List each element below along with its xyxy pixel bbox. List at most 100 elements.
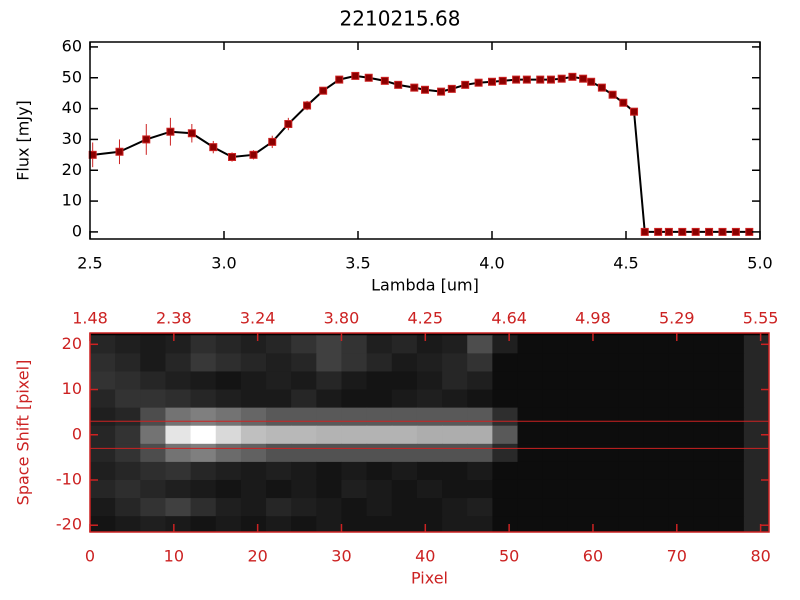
heatmap-cell <box>492 461 519 481</box>
marker <box>284 120 293 129</box>
marker <box>536 75 545 84</box>
heatmap-cell <box>316 479 342 499</box>
heatmap-cell <box>240 443 267 463</box>
y-tick-label: 0 <box>72 221 82 240</box>
heatmap-cell <box>391 335 418 354</box>
marker <box>678 227 687 236</box>
marker <box>608 90 617 99</box>
marker <box>705 227 714 236</box>
x2-tick-label: 5.55 <box>743 309 779 328</box>
marker <box>474 78 483 87</box>
heatmap-cell <box>140 498 166 517</box>
heatmap-cell <box>391 498 418 517</box>
plot-frame <box>89 41 761 240</box>
marker <box>351 71 360 80</box>
y-axis-label: Space Shift [pixel] <box>14 360 33 506</box>
heatmap-cell <box>366 335 393 354</box>
heatmap-cell <box>467 425 493 445</box>
heatmap-cell <box>718 389 745 409</box>
heatmap-cell <box>266 335 292 354</box>
heatmap-cell <box>643 353 669 372</box>
heatmap-cell <box>718 407 745 427</box>
heatmap-cell <box>743 371 769 391</box>
heatmap-cell <box>190 479 217 499</box>
heatmap-cell <box>517 353 544 372</box>
heatmap-cell <box>316 389 342 409</box>
heatmap-cell <box>165 461 192 481</box>
x-tick-label: 70 <box>667 547 687 566</box>
x-tick-label: 30 <box>331 547 351 566</box>
heatmap-cell <box>542 371 569 391</box>
chart-title: 2210215.68 <box>340 7 461 31</box>
heatmap-cell <box>291 479 317 499</box>
heatmap-cell <box>165 353 192 372</box>
heatmap-cell <box>718 443 745 463</box>
marker <box>410 83 419 92</box>
heatmap-cell <box>240 516 267 532</box>
heatmap-cell <box>743 498 769 517</box>
x-axis-label: Lambda [um] <box>371 276 479 295</box>
heatmap-cell <box>165 443 192 463</box>
heatmap-cell <box>567 498 594 517</box>
heatmap-cell <box>592 498 619 517</box>
heatmap-cell <box>592 461 619 481</box>
heatmap-cell <box>492 353 519 372</box>
heatmap-cell <box>240 461 267 481</box>
heatmap-cell <box>718 371 745 391</box>
heatmap-cell <box>341 461 368 481</box>
heatmap-cell <box>618 443 644 463</box>
heatmap-cell <box>90 335 116 354</box>
heatmap-cell <box>693 443 720 463</box>
heatmap-cell <box>517 407 544 427</box>
y-tick-label: 60 <box>62 36 82 55</box>
y-tick-label: -10 <box>56 469 82 488</box>
heatmap-cell <box>567 516 594 532</box>
heatmap-cell <box>391 443 418 463</box>
y-tick-label: 20 <box>62 160 82 179</box>
heatmap-cell <box>467 335 493 354</box>
marker <box>546 75 555 84</box>
marker <box>512 75 521 84</box>
heatmap-cell <box>416 479 443 499</box>
heatmap-cell <box>165 479 192 499</box>
heatmap-cell <box>291 425 317 445</box>
heatmap-cell <box>341 498 368 517</box>
heatmap-cell <box>416 407 443 427</box>
heatmap-cell <box>366 479 393 499</box>
heatmap-cell <box>190 443 217 463</box>
heatmap-cell <box>517 479 544 499</box>
heatmap-cell <box>442 389 468 409</box>
marker <box>461 80 470 89</box>
heatmap-cell <box>215 443 242 463</box>
y-tick-label: 40 <box>62 98 82 117</box>
heatmap-cell <box>190 425 217 445</box>
marker <box>115 147 124 156</box>
marker <box>587 77 596 86</box>
heatmap-cell <box>366 353 393 372</box>
heatmap-cell <box>240 498 267 517</box>
x-tick-label: 3.0 <box>211 254 236 273</box>
heatmap-cell <box>567 353 594 372</box>
heatmap-cell <box>668 371 695 391</box>
heatmap-cell <box>668 479 695 499</box>
heatmap-cell <box>467 479 493 499</box>
y-tick-label: 10 <box>62 191 82 210</box>
heatmap-cell <box>492 407 519 427</box>
heatmap-cell <box>693 353 720 372</box>
heatmap-cell <box>115 371 141 391</box>
marker <box>187 129 196 138</box>
heatmap-cell <box>291 461 317 481</box>
heatmap-cell <box>266 516 292 532</box>
y-tick-label: 50 <box>62 67 82 86</box>
heatmap-cell <box>115 479 141 499</box>
heatmap-cell <box>517 461 544 481</box>
heatmap-cell <box>592 389 619 409</box>
heatmap-cell <box>115 389 141 409</box>
heatmap-cell <box>215 371 242 391</box>
marker <box>488 77 496 86</box>
heatmap-cell <box>266 479 292 499</box>
heatmap-cell <box>567 389 594 409</box>
heatmap-cell <box>517 498 544 517</box>
heatmap-cell <box>668 498 695 517</box>
heatmap-cell <box>693 425 720 445</box>
